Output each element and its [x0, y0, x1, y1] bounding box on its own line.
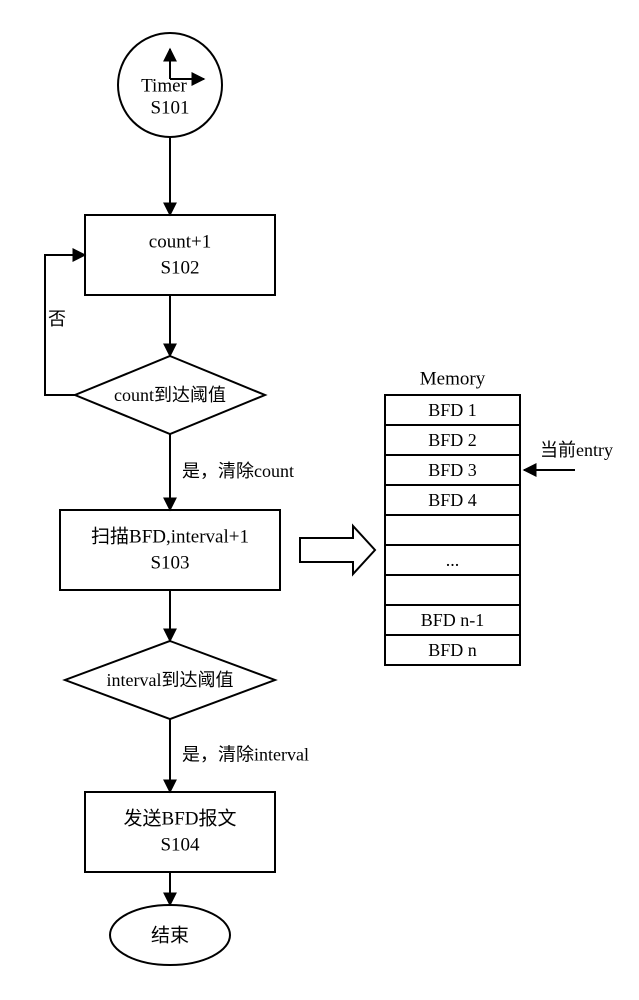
- end-node: 结束: [110, 905, 230, 965]
- scan-node: 扫描BFD,interval+1 S103: [60, 510, 280, 590]
- memory-row-label: BFD 2: [428, 430, 477, 450]
- memory-row: [385, 515, 520, 545]
- send-step: S104: [160, 834, 200, 855]
- memory-row-label: BFD 3: [428, 460, 477, 480]
- memory-row-label: BFD 4: [428, 490, 477, 510]
- count-threshold-label: count到达阈值: [114, 385, 226, 405]
- timer-step: S101: [150, 97, 189, 118]
- memory-row-label: BFD n: [428, 640, 477, 660]
- interval-threshold-node: interval到达阈值: [65, 641, 275, 719]
- yes-clear-count-label: 是，清除count: [182, 461, 294, 481]
- current-entry-label: 当前entry: [540, 440, 613, 460]
- scan-label: 扫描BFD,interval+1: [91, 525, 249, 547]
- timer-node: Timer S101: [118, 33, 222, 137]
- count-node: count+1 S102: [85, 215, 275, 295]
- scan-step: S103: [150, 552, 189, 573]
- send-label: 发送BFD报文: [124, 807, 237, 829]
- memory-row-label: BFD n-1: [421, 610, 485, 630]
- count-step: S102: [160, 257, 199, 278]
- big-arrow-icon: [300, 526, 375, 574]
- memory-row: [385, 575, 520, 605]
- end-label: 结束: [151, 924, 189, 946]
- interval-threshold-label: interval到达阈值: [107, 670, 234, 690]
- diagram-canvas: Timer S101 count+1 S102 count到达阈值 否 是，清除…: [0, 0, 639, 1000]
- count-label: count+1: [149, 231, 211, 252]
- timer-label: Timer: [141, 75, 187, 96]
- no-label: 否: [48, 309, 66, 329]
- memory-row-label: ...: [446, 550, 460, 570]
- memory-table: Memory BFD 1 BFD 2 BFD 3 BFD 4... BFD n-1 BFD…: [385, 368, 520, 665]
- count-threshold-node: count到达阈值: [75, 356, 265, 434]
- memory-row-label: BFD 1: [428, 400, 477, 420]
- send-node: 发送BFD报文 S104: [85, 792, 275, 872]
- yes-clear-interval-label: 是，清除interval: [182, 745, 309, 765]
- memory-title: Memory: [420, 368, 486, 389]
